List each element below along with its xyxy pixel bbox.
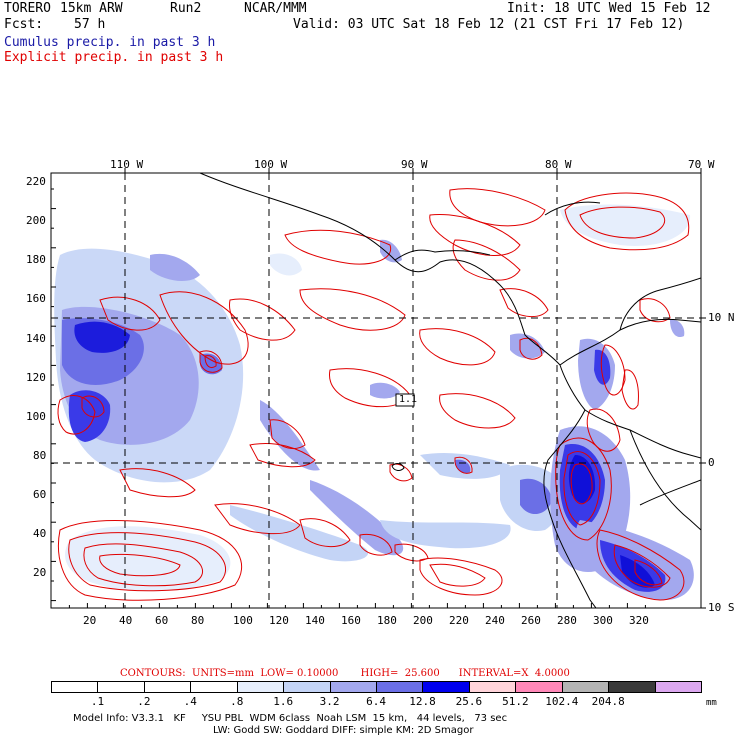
y-tick-180: 180 (26, 253, 46, 266)
colorbar-swatch (515, 681, 563, 693)
lon-label-90w: 90 W (401, 158, 428, 171)
axis-ticks (51, 168, 706, 609)
forecast-hour: 57 h (74, 17, 106, 32)
y-tick-140: 140 (26, 332, 46, 345)
y-tick-200: 200 (26, 214, 46, 227)
x-tick-160: 160 (341, 614, 361, 627)
colorbar-unit: mm (706, 698, 717, 708)
x-tick-60: 60 (155, 614, 169, 627)
colorbar-label: 51.2 (502, 695, 529, 708)
x-tick-200: 200 (413, 614, 433, 627)
init-time: Init: 18 UTC Wed 15 Feb 12 (507, 1, 711, 16)
y-tick-20: 20 (33, 566, 47, 579)
lat-label-10n: 10 N (708, 311, 735, 324)
colorbar-swatch (236, 681, 285, 693)
explicit-precip-contours (57, 188, 690, 601)
valid-time: Valid: 03 UTC Sat 18 Feb 12 (21 CST Fri … (293, 17, 685, 32)
y-tick-160: 160 (26, 292, 46, 305)
model-name: TORERO (4, 1, 51, 16)
y-tick-40: 40 (33, 527, 47, 540)
colorbar-swatch (190, 681, 238, 693)
cumulus-precip-shading (54, 204, 694, 600)
x-tick-120: 120 (269, 614, 289, 627)
colorbar-swatch (51, 681, 99, 693)
y-tick-80: 80 (33, 449, 47, 462)
y-tick-100: 100 (26, 410, 46, 423)
colorbar-label: 204.8 (591, 695, 625, 708)
colorbar-swatch (422, 681, 470, 693)
colorbar-swatch (376, 681, 424, 693)
x-tick-240: 240 (485, 614, 505, 627)
colorbar-swatch (561, 681, 610, 693)
colorbar-label: 6.4 (366, 695, 386, 708)
colorbar-swatch (143, 681, 192, 693)
x-tick-80: 80 (191, 614, 205, 627)
organization-label: NCAR/MMM (244, 1, 307, 16)
x-tick-280: 280 (557, 614, 577, 627)
legend-cumulus: Cumulus precip. in past 3 h (4, 35, 216, 50)
map-frame (50, 172, 702, 609)
map-box-label: 1.1 (399, 394, 418, 405)
x-tick-260: 260 (521, 614, 541, 627)
x-tick-220: 220 (449, 614, 469, 627)
colorbar-label: .1 (90, 695, 105, 708)
run-label: Run2 (170, 1, 202, 16)
x-tick-180: 180 (377, 614, 397, 627)
x-tick-40: 40 (119, 614, 133, 627)
x-tick-100: 100 (233, 614, 253, 627)
colorbar-label: .4 (183, 695, 197, 708)
colorbar-swatch (97, 681, 145, 693)
legend-explicit: Explicit precip. in past 3 h (4, 50, 224, 65)
colorbar-swatch (608, 681, 656, 693)
colorbar-label: .2 (137, 695, 151, 708)
colorbar-swatch (654, 681, 702, 693)
colorbar-label: 12.8 (409, 695, 436, 708)
lon-label-110w: 110 W (110, 158, 144, 171)
colorbar-label: .8 (230, 695, 244, 708)
colorbar-swatch (468, 681, 517, 693)
colorbar-label: 1.6 (273, 695, 294, 708)
forecast-label: Fcst: (4, 17, 44, 32)
y-tick-60: 60 (33, 488, 47, 501)
x-tick-140: 140 (305, 614, 325, 627)
contours-info: CONTOURS: UNITS=mm LOW= 0.10000 HIGH= 25… (120, 668, 570, 679)
lat-label-10s: 10 S (708, 601, 735, 614)
colorbar-swatch (329, 681, 377, 693)
map-box-marker (395, 393, 415, 407)
lon-label-100w: 100 W (254, 158, 288, 171)
x-tick-20: 20 (83, 614, 97, 627)
model-physics: LW: Godd SW: Goddard DIFF: simple KM: 2D… (213, 725, 474, 736)
graticule (51, 173, 701, 608)
precip-fields (54, 188, 694, 601)
y-tick-120: 120 (26, 371, 46, 384)
model-resolution: 15km ARW (60, 1, 123, 16)
lon-label-80w: 80 W (545, 158, 572, 171)
model-info: Model Info: V3.3.1 KF YSU PBL WDM 6class… (73, 713, 508, 724)
x-tick-300: 300 (593, 614, 613, 627)
coastlines (199, 173, 701, 608)
x-tick-320: 320 (629, 614, 649, 627)
colorbar-label: 25.6 (455, 695, 483, 708)
lat-label-0: 0 (708, 456, 715, 469)
colorbar-swatch (283, 681, 331, 693)
colorbar-label: 3.2 (319, 695, 340, 708)
y-tick-220: 220 (26, 175, 46, 188)
lon-label-70w: 70 W (688, 158, 715, 171)
colorbar-label: 102.4 (545, 695, 579, 708)
